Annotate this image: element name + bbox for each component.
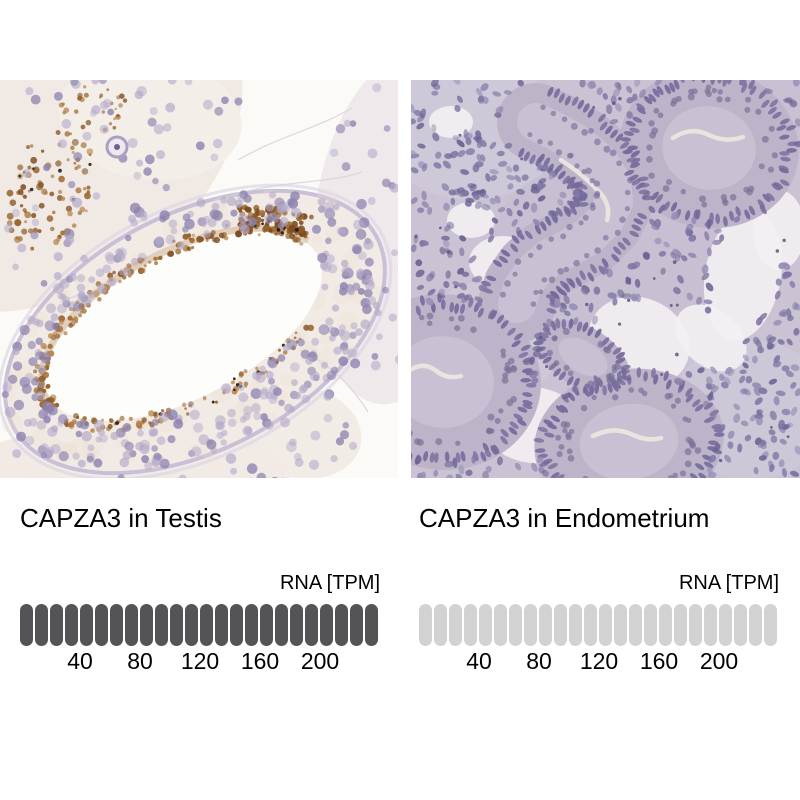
rna-pill xyxy=(464,604,477,646)
rna-pill xyxy=(305,604,318,646)
rna-pill xyxy=(629,604,642,646)
rna-pill xyxy=(644,604,657,646)
tick-label: 40 xyxy=(67,648,93,674)
rna-axis-ticks: 40 80 120 160 200 xyxy=(20,648,380,676)
rna-tpm-label: RNA [TPM] xyxy=(279,572,380,594)
ihc-image-endometrium[interactable] xyxy=(411,80,800,478)
rna-pill xyxy=(479,604,492,646)
rna-pill xyxy=(524,604,537,646)
tick-label: 120 xyxy=(180,648,220,674)
rna-meter-endometrium: RNA [TPM] 40 80 120 160 200 xyxy=(419,572,779,762)
rna-pill-bar xyxy=(20,604,380,646)
rna-pill xyxy=(614,604,627,646)
rna-pill xyxy=(509,604,522,646)
tick-label: 40 xyxy=(466,648,492,674)
rna-pill xyxy=(65,604,78,646)
rna-pill xyxy=(449,604,462,646)
rna-pill xyxy=(35,604,48,646)
rna-pill xyxy=(125,604,138,646)
panel-title: CAPZA3 in Endometrium xyxy=(419,503,710,533)
rna-pill xyxy=(170,604,183,646)
rna-pill xyxy=(95,604,108,646)
ihc-image-testis[interactable] xyxy=(0,80,398,478)
rna-meter-testis: RNA [TPM] 40 80 120 160 200 xyxy=(20,572,380,762)
rna-pill xyxy=(704,604,717,646)
rna-pill xyxy=(230,604,243,646)
tick-label: 160 xyxy=(240,648,280,674)
panel-testis: CAPZA3 in Testis RNA [TPM] 40 80 120 160 200 xyxy=(0,80,398,740)
rna-pill xyxy=(20,604,33,646)
rna-pill xyxy=(554,604,567,646)
panel-endometrium: CAPZA3 in Endometrium RNA [TPM] 40 80 120 1… xyxy=(411,80,800,740)
rna-pill xyxy=(365,604,378,646)
rna-pill xyxy=(200,604,213,646)
rna-tpm-label: RNA [TPM] xyxy=(678,572,779,594)
rna-pill xyxy=(320,604,333,646)
rna-axis-ticks: 40 80 120 160 200 xyxy=(419,648,779,676)
rna-pill xyxy=(539,604,552,646)
rna-pill xyxy=(719,604,732,646)
rna-pill xyxy=(215,604,228,646)
tick-label: 200 xyxy=(699,648,739,674)
rna-pill xyxy=(419,604,432,646)
rna-pill xyxy=(584,604,597,646)
rna-pill xyxy=(659,604,672,646)
rna-pill xyxy=(260,604,273,646)
rna-pill xyxy=(155,604,168,646)
rna-pill xyxy=(689,604,702,646)
tick-label: 160 xyxy=(639,648,679,674)
rna-pill xyxy=(245,604,258,646)
tick-label: 80 xyxy=(526,648,552,674)
tick-label: 120 xyxy=(579,648,619,674)
tick-label: 200 xyxy=(300,648,340,674)
rna-pill xyxy=(335,604,348,646)
rna-pill xyxy=(275,604,288,646)
rna-pill xyxy=(110,604,123,646)
rna-pill xyxy=(599,604,612,646)
rna-pill xyxy=(749,604,762,646)
rna-pill xyxy=(290,604,303,646)
rna-pill xyxy=(350,604,363,646)
rna-pill xyxy=(434,604,447,646)
rna-pill xyxy=(185,604,198,646)
rna-pill xyxy=(764,604,777,646)
rna-pill xyxy=(734,604,747,646)
panel-title: CAPZA3 in Testis xyxy=(20,503,222,533)
rna-pill xyxy=(80,604,93,646)
rna-pill xyxy=(569,604,582,646)
rna-pill xyxy=(50,604,63,646)
tick-label: 80 xyxy=(127,648,153,674)
rna-pill xyxy=(494,604,507,646)
rna-pill-bar xyxy=(419,604,779,646)
rna-pill xyxy=(674,604,687,646)
rna-pill xyxy=(140,604,153,646)
